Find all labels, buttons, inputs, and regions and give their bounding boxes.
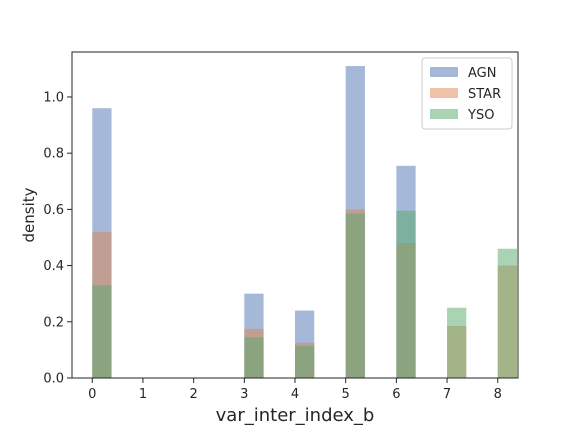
x-axis-label: var_inter_index_b bbox=[216, 405, 375, 426]
bar-yso-5 bbox=[345, 213, 365, 378]
x-tick-label: 2 bbox=[189, 387, 197, 402]
bar-yso-8 bbox=[497, 248, 517, 378]
x-tick-label: 6 bbox=[392, 387, 400, 402]
legend-swatch-star bbox=[430, 88, 458, 98]
bar-yso-0 bbox=[92, 285, 112, 378]
x-tick-label: 1 bbox=[139, 387, 147, 402]
y-tick-label: 0.6 bbox=[43, 203, 64, 218]
x-tick-label: 7 bbox=[443, 387, 451, 402]
x-tick-label: 0 bbox=[88, 387, 96, 402]
y-tick-label: 0.4 bbox=[43, 259, 64, 274]
y-tick-label: 0.8 bbox=[43, 147, 64, 162]
x-tick-label: 8 bbox=[494, 387, 502, 402]
x-tick-label: 4 bbox=[291, 387, 299, 402]
legend-label-star: STAR bbox=[468, 87, 501, 102]
legend-swatch-yso bbox=[430, 109, 458, 119]
x-axis: 0 1 2 3 4 5 6 7 8 bbox=[88, 378, 502, 402]
y-axis-label: density bbox=[20, 187, 38, 242]
legend-label-agn: AGN bbox=[468, 66, 496, 81]
y-tick-label: 0.0 bbox=[43, 372, 64, 387]
legend-label-yso: YSO bbox=[467, 108, 494, 123]
y-tick-label: 1.0 bbox=[43, 90, 64, 105]
x-tick-label: 3 bbox=[240, 387, 248, 402]
bar-yso-3 bbox=[244, 337, 264, 378]
bar-yso-7 bbox=[447, 307, 467, 378]
bar-yso-4 bbox=[295, 345, 315, 378]
y-tick-label: 0.2 bbox=[43, 315, 64, 330]
x-tick-label: 5 bbox=[342, 387, 350, 402]
legend-swatch-agn bbox=[430, 67, 458, 77]
bar-yso-6 bbox=[396, 210, 416, 378]
legend: AGN STAR YSO bbox=[421, 57, 513, 130]
bars-layer bbox=[92, 66, 517, 378]
y-axis: 0.0 0.2 0.4 0.6 0.8 1.0 bbox=[43, 90, 72, 387]
